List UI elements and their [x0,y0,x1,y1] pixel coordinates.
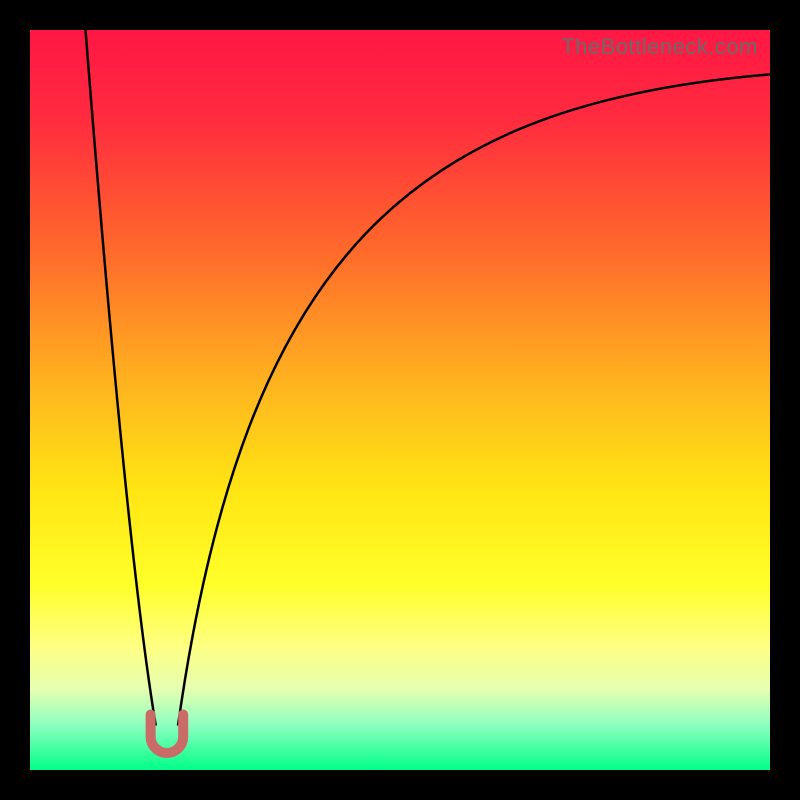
chart-svg [30,30,770,770]
gradient-background [30,30,770,770]
chart-frame: TheBottleneck.com [0,0,800,800]
watermark-text: TheBottleneck.com [561,34,758,60]
plot-area [30,30,770,770]
